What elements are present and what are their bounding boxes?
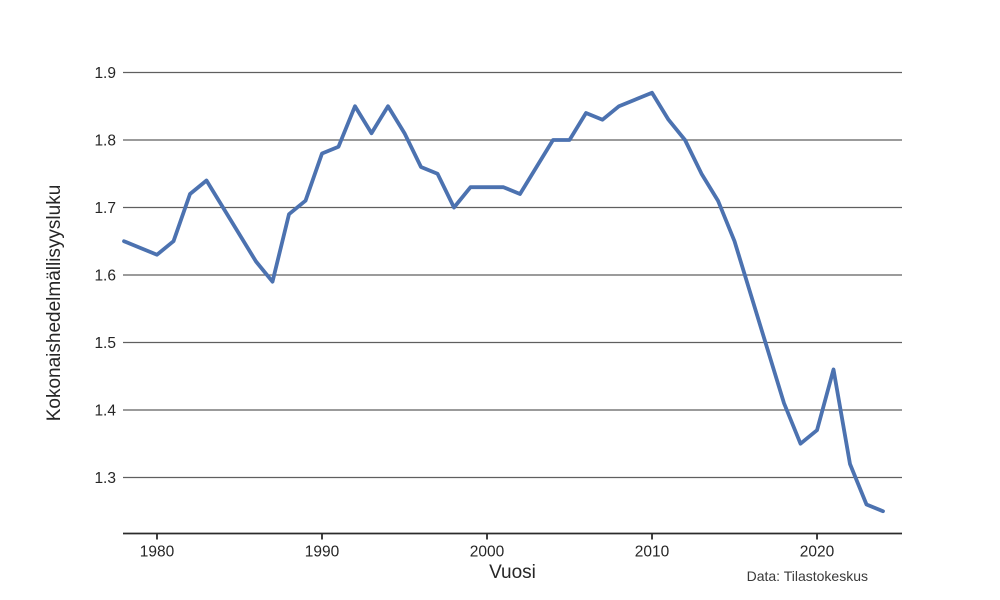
y-tick-label: 1.4 — [94, 402, 116, 419]
y-tick-label: 1.9 — [94, 65, 116, 82]
x-axis-title: Vuosi — [489, 562, 536, 583]
y-tick-label: 1.3 — [94, 470, 116, 487]
x-tick-label: 2020 — [800, 544, 835, 561]
y-tick-label: 1.8 — [94, 132, 116, 149]
source-note: Data: Tilastokeskus — [746, 568, 868, 584]
y-tick-label: 1.6 — [94, 267, 116, 284]
y-tick-label: 1.7 — [94, 200, 116, 217]
x-tick-label: 1980 — [140, 544, 175, 561]
y-tick-label: 1.5 — [94, 335, 116, 352]
x-tick-label: 1990 — [305, 544, 340, 561]
fertility-line — [122, 90, 885, 514]
x-tick-label: 2010 — [635, 544, 670, 561]
x-tick-label: 2000 — [470, 544, 505, 561]
y-axis-title: Kokonaishedelmällisyysluku — [44, 184, 65, 422]
